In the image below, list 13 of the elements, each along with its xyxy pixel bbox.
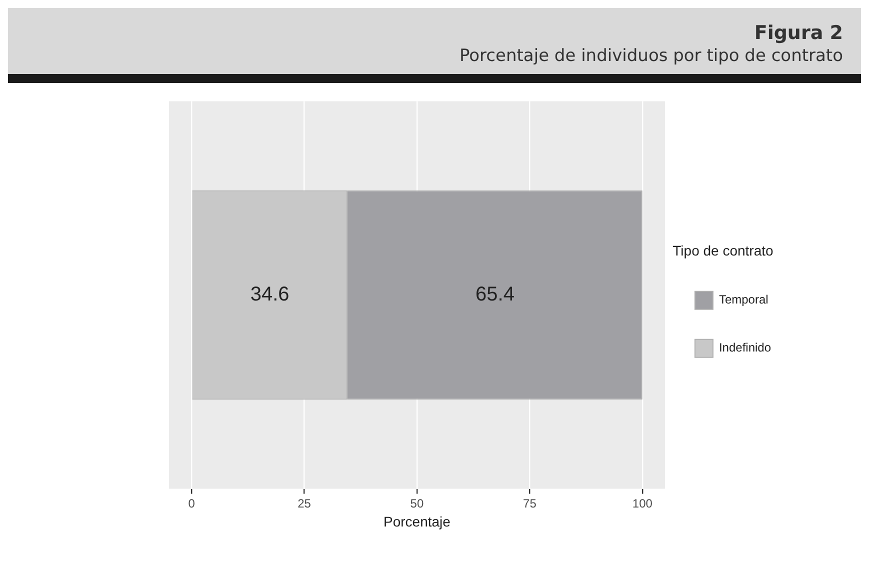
chart-subtitle: Porcentaje de individuos por tipo de contrato: [458, 46, 843, 66]
legend-label: Temporal: [718, 292, 768, 307]
legend-title: Tipo de contrato: [672, 242, 774, 258]
legend-label: Indefinido: [718, 340, 772, 355]
x-tick-label: 0: [188, 496, 196, 510]
data-label: 34.6: [250, 284, 290, 306]
data-label: 65.4: [476, 284, 514, 306]
x-tick-label: 100: [632, 496, 653, 510]
x-tick-label: 50: [410, 496, 424, 510]
x-tick-label: 75: [523, 496, 537, 510]
x-tick-label: 25: [298, 496, 312, 510]
text: Figura 2: [753, 22, 843, 44]
x-axis-title: Porcentaje: [384, 513, 451, 530]
